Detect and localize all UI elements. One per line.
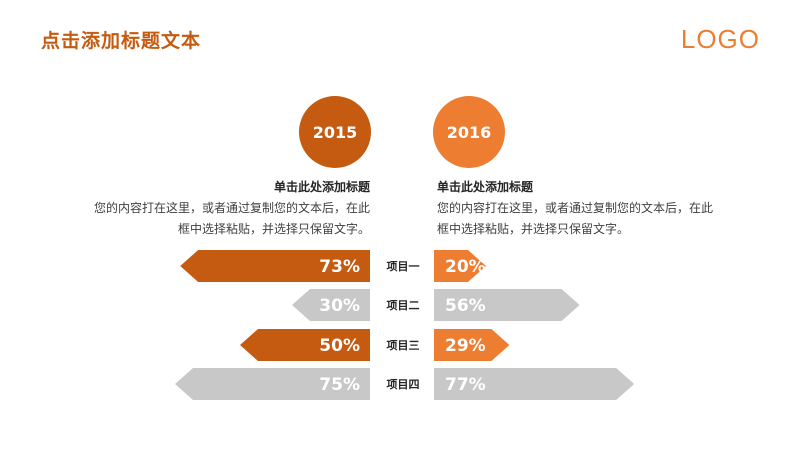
left-body-line-2: 框中选择粘贴，并选择只保留文字。 [177,222,370,236]
right-text-block: 单击此处添加标题 您的内容打在这里，或者通过复制您的文本后，在此 框中选择粘贴，… [437,177,757,240]
bar-2015-4 [175,368,370,400]
bar-2015-1 [180,250,370,282]
right-subtitle: 单击此处添加标题 [437,180,534,194]
bar-2016-label-3: 29% [445,336,486,356]
logo: LOGO [680,24,760,54]
bar-2016-4 [434,368,635,400]
bar-2016-3 [434,329,510,361]
category-label-3: 项目三 [387,339,420,352]
bar-2016-label-1: 20% [445,257,486,277]
left-text-block: 单击此处添加标题 您的内容打在这里，或者通过复制您的文本后，在此 框中选择粘贴，… [50,177,370,240]
bar-2015-label-1: 73% [319,257,360,277]
bar-2016-label-4: 77% [445,375,486,395]
bar-2015-label-2: 30% [319,296,360,316]
bar-2015-label-3: 50% [319,336,360,356]
right-body-line-2: 框中选择粘贴，并选择只保留文字。 [437,222,630,236]
left-subtitle: 单击此处添加标题 [273,180,370,194]
page-title: 点击添加标题文本 [41,30,202,52]
bar-2016-2 [434,289,580,321]
category-label-2: 项目二 [387,299,420,312]
bar-2015-label-4: 75% [319,375,360,395]
bar-2016-label-2: 56% [445,296,486,316]
bar-2016-1 [434,250,486,282]
right-body-line-1: 您的内容打在这里，或者通过复制您的文本后，在此 [437,201,714,215]
year-2016-circle: 2016 [433,96,505,168]
left-body-line-1: 您的内容打在这里，或者通过复制您的文本后，在此 [93,201,370,215]
year-2015-circle: 2015 [299,96,371,168]
bar-2015-2 [292,289,370,321]
category-label-4: 项目四 [387,378,420,391]
bar-2015-3 [240,329,370,361]
category-label-1: 项目一 [387,260,420,273]
